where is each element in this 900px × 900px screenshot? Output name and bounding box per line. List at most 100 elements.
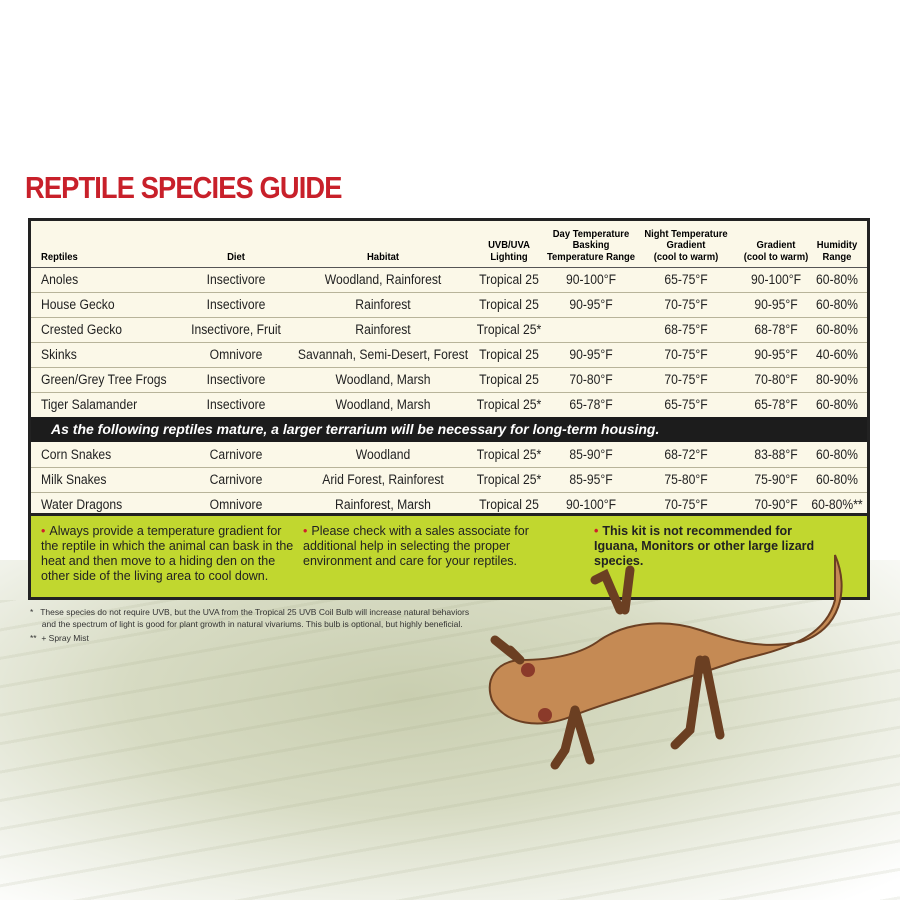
cell-night-temp: 68-72°F — [664, 447, 708, 462]
header-lighting: UVB/UVA Lighting — [488, 239, 530, 263]
header-gradient: Gradient (cool to warm) — [743, 239, 809, 263]
page-title: REPTILE SPECIES GUIDE — [25, 170, 342, 205]
cell-name: Skinks — [41, 347, 77, 362]
cell-day-temp: 90-95°F — [569, 347, 613, 362]
header-humidity: Humidity Range — [816, 239, 858, 263]
table-row: Green/Grey Tree Frogs Insectivore Woodland… — [31, 367, 867, 393]
cell-gradient: 75-90°F — [754, 472, 798, 487]
header-day-temp: Day Temperature Basking Temperature Rang… — [546, 227, 636, 263]
header-diet: Diet — [227, 250, 245, 263]
bullet-icon: • — [41, 524, 46, 538]
table-row: Anoles Insectivore Woodland, Rainforest Tro… — [31, 267, 867, 293]
bullet-icon: • — [594, 524, 599, 538]
cell-habitat: Arid Forest, Rainforest — [322, 472, 444, 487]
cell-day-temp: 85-90°F — [569, 447, 613, 462]
cell-habitat: Savannah, Semi-Desert, Forest — [297, 347, 469, 362]
table-row: Milk Snakes Carnivore Arid Forest, Rainfor… — [31, 467, 867, 493]
cell-name: House Gecko — [41, 297, 115, 312]
cell-habitat: Rainforest — [355, 297, 411, 312]
note-gradient: • Always provide a temperature gradient f… — [41, 524, 296, 584]
cell-diet: Insectivore, Fruit — [191, 322, 281, 337]
cell-day-temp: 90-100°F — [565, 272, 617, 287]
cell-habitat: Woodland, Marsh — [335, 397, 431, 412]
table-row: Tiger Salamander Insectivore Woodland, Mar… — [31, 392, 867, 418]
bullet-icon: • — [303, 524, 308, 538]
cell-lighting: Tropical 25 — [479, 347, 539, 362]
footnote-uvb-1: * These species do not require UVB, but … — [30, 607, 470, 617]
cell-diet: Insectivore — [206, 272, 266, 287]
footnote-spray-mist: ** + Spray Mist — [30, 633, 89, 643]
stone-background — [0, 560, 900, 900]
table-row: Skinks Omnivore Savannah, Semi-Desert, For… — [31, 342, 867, 368]
cell-humidity: 60-80% — [816, 472, 858, 487]
cell-name: Milk Snakes — [41, 472, 107, 487]
cell-name: Anoles — [41, 272, 79, 287]
cell-humidity: 60-80% — [816, 322, 858, 337]
cell-diet: Omnivore — [209, 347, 263, 362]
cell-lighting: Tropical 25* — [476, 447, 542, 462]
cell-diet: Insectivore — [206, 297, 266, 312]
cell-habitat: Woodland — [355, 447, 411, 462]
cell-gradient: 90-95°F — [754, 347, 798, 362]
cell-night-temp: 65-75°F — [664, 272, 708, 287]
cell-gradient: 83-88°F — [754, 447, 798, 462]
cell-diet: Carnivore — [209, 447, 263, 462]
cell-humidity: 40-60% — [816, 347, 858, 362]
cell-day-temp: 65-78°F — [569, 397, 613, 412]
table-row: House Gecko Insectivore Rainforest Tropical… — [31, 292, 867, 318]
cell-name: Corn Snakes — [41, 447, 112, 462]
cell-lighting: Tropical 25 — [479, 372, 539, 387]
cell-humidity: 60-80% — [816, 272, 858, 287]
note-text: Always provide a temperature gradient fo… — [41, 524, 294, 583]
note-not-recommended: • This kit is not recommended for Iguana,… — [594, 524, 834, 569]
table-row: Crested Gecko Insectivore, Fruit Rainfores… — [31, 317, 867, 343]
cell-diet: Insectivore — [206, 397, 266, 412]
cell-diet: Carnivore — [209, 472, 263, 487]
cell-day-temp: 90-95°F — [569, 297, 613, 312]
cell-gradient: 68-78°F — [754, 322, 798, 337]
cell-day-temp: 90-100°F — [565, 497, 617, 512]
cell-night-temp: 75-80°F — [664, 472, 708, 487]
cell-lighting: Tropical 25 — [479, 272, 539, 287]
cell-habitat: Woodland, Rainforest — [324, 272, 442, 287]
cell-night-temp: 70-75°F — [664, 497, 708, 512]
table-row: Corn Snakes Carnivore Woodland Tropical 25*… — [31, 442, 867, 468]
cell-lighting: Tropical 25* — [476, 397, 542, 412]
cell-gradient: 70-90°F — [754, 497, 798, 512]
cell-humidity: 60-80% — [816, 397, 858, 412]
table-row: Water Dragons Omnivore Rainforest, Marsh Tr… — [31, 492, 867, 518]
cell-night-temp: 70-75°F — [664, 372, 708, 387]
cell-day-temp: 70-80°F — [569, 372, 613, 387]
cell-name: Water Dragons — [41, 497, 123, 512]
cell-humidity: 80-90% — [816, 372, 858, 387]
header-night-temp: Night Temperature Gradient (cool to warm… — [644, 227, 728, 263]
cell-night-temp: 68-75°F — [664, 322, 708, 337]
cell-gradient: 70-80°F — [754, 372, 798, 387]
cell-diet: Insectivore — [206, 372, 266, 387]
cell-gradient: 65-78°F — [754, 397, 798, 412]
note-sales-associate: • Please check with a sales associate for… — [303, 524, 573, 569]
cell-humidity: 60-80%** — [811, 497, 863, 512]
cell-diet: Omnivore — [209, 497, 263, 512]
cell-gradient: 90-95°F — [754, 297, 798, 312]
header-reptiles: Reptiles — [41, 250, 78, 263]
cell-habitat: Rainforest — [355, 322, 411, 337]
cell-night-temp: 70-75°F — [664, 297, 708, 312]
cell-humidity: 60-80% — [816, 447, 858, 462]
table-header: Reptiles Diet Habitat UVB/UVA Lighting D… — [31, 221, 867, 268]
cell-lighting: Tropical 25 — [479, 497, 539, 512]
header-habitat: Habitat — [366, 250, 400, 263]
cell-humidity: 60-80% — [816, 297, 858, 312]
cell-lighting: Tropical 25* — [476, 472, 542, 487]
cell-habitat: Rainforest, Marsh — [335, 497, 431, 512]
cell-lighting: Tropical 25* — [476, 322, 542, 337]
footnote-uvb-2: and the spectrum of light is good for pl… — [30, 619, 463, 629]
cell-night-temp: 65-75°F — [664, 397, 708, 412]
maturity-banner: As the following reptiles mature, a larg… — [31, 417, 867, 442]
note-text: This kit is not recommended for Iguana, … — [594, 524, 815, 568]
cell-lighting: Tropical 25 — [479, 297, 539, 312]
cell-habitat: Woodland, Marsh — [335, 372, 431, 387]
cell-name: Tiger Salamander — [41, 397, 138, 412]
cell-day-temp: 85-95°F — [569, 472, 613, 487]
cell-name: Green/Grey Tree Frogs — [41, 372, 167, 387]
